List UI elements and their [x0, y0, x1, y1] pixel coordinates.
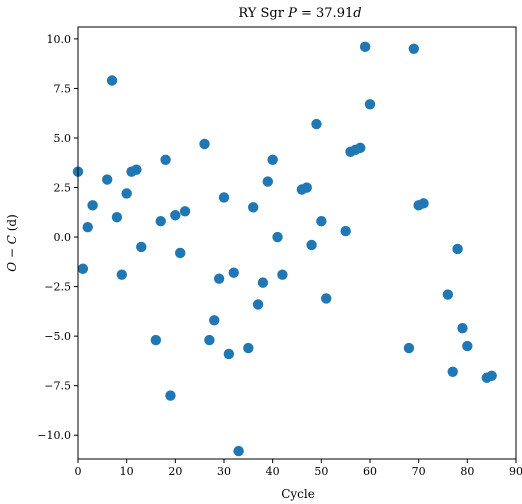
data-point [462, 340, 473, 352]
data-point [243, 342, 254, 354]
x-tick-label: 30 [217, 465, 231, 478]
data-point [87, 200, 98, 211]
data-point [248, 202, 259, 213]
data-point [252, 299, 264, 310]
data-point [170, 210, 181, 221]
data-point [111, 212, 123, 223]
data-point [136, 241, 147, 253]
x-tick-label: 90 [509, 465, 522, 478]
data-point [102, 174, 113, 185]
data-point [209, 315, 220, 326]
y-axis-label: O − C (d) [5, 214, 19, 272]
data-point [175, 247, 186, 259]
y-tick-label: 0.0 [54, 231, 72, 244]
data-point [442, 289, 454, 300]
x-tick-label: 60 [363, 465, 377, 478]
data-point [306, 239, 317, 251]
data-point [447, 366, 458, 378]
data-point [213, 273, 225, 284]
y-tick-label: 10.0 [47, 33, 72, 46]
data-point [267, 154, 278, 165]
data-point [121, 188, 132, 199]
x-tick-label: 10 [120, 465, 134, 478]
data-point [408, 43, 419, 54]
data-point [457, 323, 468, 334]
y-tick-label: −7.5 [44, 380, 71, 393]
chart-title: RY Sgr P = 37.91d [238, 6, 361, 21]
data-point [403, 342, 415, 354]
y-tick-label: 5.0 [54, 132, 72, 145]
data-point [150, 334, 162, 346]
data-point [364, 99, 376, 110]
data-point [355, 142, 366, 154]
y-tick-label: −10.0 [37, 429, 71, 442]
y-tick-label: 2.5 [54, 182, 72, 195]
data-point [340, 225, 351, 237]
data-points [72, 41, 497, 457]
y-tick-label: 7.5 [54, 82, 72, 95]
data-point [179, 206, 191, 217]
data-point [223, 348, 235, 360]
data-point [131, 164, 142, 175]
y-axis-ticks: 10.0 7.5 5.0 2.5 0.0 −2.5 −5.0 −7.5 −10.0 [37, 33, 78, 442]
data-point [155, 216, 166, 227]
x-tick-label: 20 [168, 465, 182, 478]
x-tick-label: 80 [460, 465, 474, 478]
data-point [233, 445, 244, 457]
x-tick-label: 40 [266, 465, 280, 478]
data-point [77, 263, 89, 274]
y-tick-label: −2.5 [44, 281, 71, 294]
data-point [82, 221, 93, 233]
data-point [165, 390, 176, 401]
chart-title-group: RY Sgr P = 37.91d [238, 6, 361, 21]
y-tick-label: −5.0 [44, 330, 71, 343]
x-tick-label: 0 [75, 465, 82, 478]
x-axis-label: Cycle [281, 487, 315, 501]
data-point [272, 231, 283, 243]
data-point [199, 138, 210, 150]
data-point [257, 277, 269, 288]
data-point [160, 154, 171, 165]
data-point [262, 176, 273, 187]
plot-frame [77, 26, 517, 460]
data-point [359, 41, 371, 53]
data-point [452, 243, 463, 255]
data-point [106, 75, 118, 86]
data-point [218, 192, 230, 203]
data-point [321, 293, 332, 304]
data-point [277, 269, 288, 280]
data-point [486, 370, 497, 381]
x-axis-ticks: 0 10 20 30 40 50 60 70 80 90 [75, 459, 522, 478]
data-point [204, 334, 215, 346]
data-point [311, 118, 322, 130]
x-tick-label: 70 [412, 465, 426, 478]
data-point [418, 198, 429, 209]
data-point [301, 182, 312, 193]
data-point [116, 269, 128, 280]
x-tick-label: 50 [314, 465, 328, 478]
data-point [228, 267, 239, 278]
data-point [316, 216, 327, 227]
